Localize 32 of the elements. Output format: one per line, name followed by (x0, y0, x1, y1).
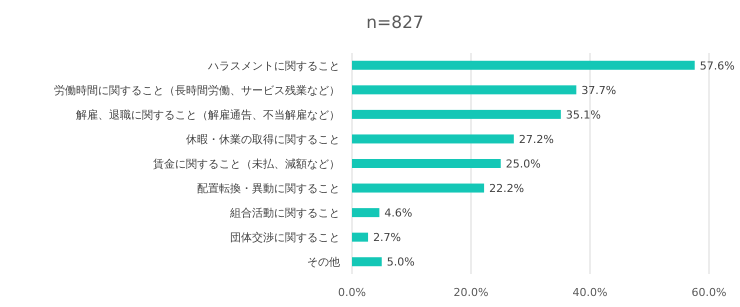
bar (352, 208, 380, 218)
y-tick-label: 休暇・休業の取得に関すること (186, 132, 340, 146)
bar (352, 110, 561, 119)
bar (352, 85, 576, 94)
data-label: 27.2% (518, 132, 554, 146)
y-tick-label: 解雇、退職に関すること（解雇通告、不当解雇など） (76, 108, 340, 122)
y-tick-label: 労働時間に関すること（長時間労働、サービス残業など） (54, 84, 340, 97)
bar (352, 60, 695, 70)
x-tick-label: 40.0% (572, 286, 608, 299)
y-tick-label: ハラスメントに関すること (207, 59, 340, 72)
y-tick-label: その他 (307, 256, 340, 269)
bar (352, 159, 501, 168)
y-tick-label: 賃金に関すること（未払、減額など） (153, 158, 340, 170)
bar (352, 134, 514, 144)
data-label: 4.6% (384, 206, 412, 220)
x-tick-label: 0.0% (338, 286, 366, 299)
data-label: 2.7% (373, 231, 402, 244)
bar (352, 232, 368, 242)
y-tick-label: 組合活動に関すること (229, 206, 340, 220)
chart-title: n=827 (366, 13, 424, 33)
x-tick-label: 60.0% (692, 286, 726, 299)
data-label: 37.7% (581, 84, 616, 97)
bar (352, 257, 382, 266)
bar (352, 184, 484, 193)
data-label: 57.6% (700, 59, 735, 72)
data-label: 22.2% (489, 182, 524, 196)
x-tick-label: 20.0% (454, 286, 488, 299)
y-tick-label: 団体交渉に関すること (230, 231, 340, 244)
data-label: 35.1% (566, 108, 601, 122)
data-label: 25.0% (506, 158, 541, 170)
data-label: 5.0% (386, 256, 415, 269)
y-tick-label: 配置転換・異動に関すること (197, 182, 340, 196)
